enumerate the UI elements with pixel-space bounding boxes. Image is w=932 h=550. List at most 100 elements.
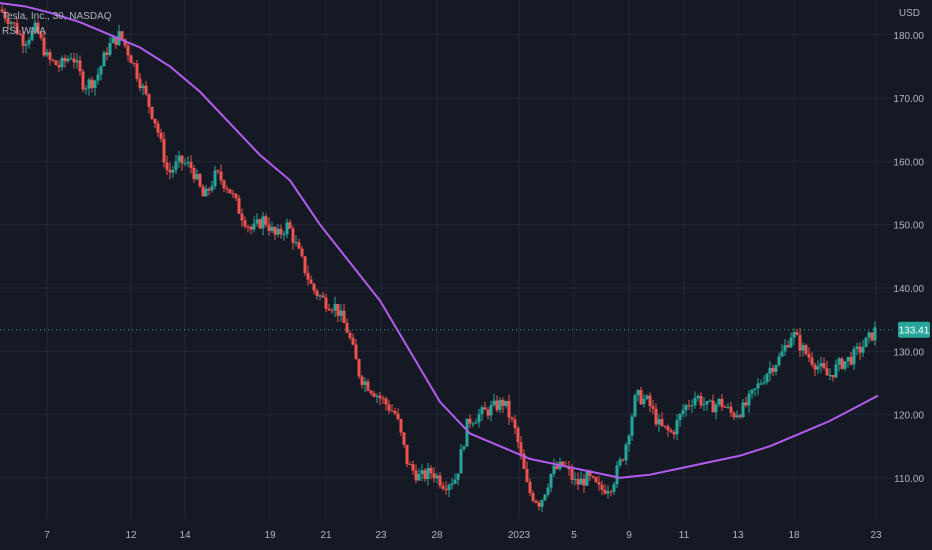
candle-body <box>192 167 196 180</box>
candle-body <box>153 118 157 124</box>
price-tick-label: 110.00 <box>894 474 924 485</box>
candle-body <box>681 410 685 415</box>
candle-body <box>753 388 757 390</box>
time-tick-label[interactable]: 19 <box>264 530 276 541</box>
candle-body <box>150 106 154 119</box>
time-tick-label[interactable]: 9 <box>626 530 632 541</box>
time-tick-label[interactable]: 5 <box>571 530 577 541</box>
candle-body <box>708 400 712 402</box>
candle-body <box>723 406 727 408</box>
candle-body <box>33 22 37 31</box>
candle-body <box>387 404 391 411</box>
candle-body <box>339 310 343 316</box>
candle-body <box>321 295 325 298</box>
candle-body <box>660 419 664 426</box>
candle-body <box>411 464 415 471</box>
candle-body <box>162 138 166 163</box>
candle-body <box>651 405 655 409</box>
candle-body <box>147 94 151 107</box>
candle-body <box>804 345 808 354</box>
time-tick-label[interactable]: 28 <box>431 530 443 541</box>
candle-body <box>720 398 724 407</box>
time-tick-label[interactable]: 7 <box>44 530 50 541</box>
candle-body <box>18 33 22 35</box>
currency-label: USD <box>899 8 920 19</box>
candle-body <box>63 58 67 62</box>
candle-body <box>786 345 790 348</box>
candle-body <box>273 226 277 235</box>
candle-body <box>717 398 721 405</box>
candle-body <box>414 470 418 481</box>
candle-body <box>171 169 175 173</box>
candle-body <box>561 461 565 466</box>
candle-body <box>129 55 133 64</box>
candle-body <box>177 155 181 162</box>
candle-body <box>528 481 532 494</box>
candle-body <box>693 397 697 406</box>
candle-body <box>738 415 742 417</box>
candle-body <box>354 344 358 360</box>
candle-body <box>462 446 466 449</box>
candle-body <box>234 193 238 199</box>
candle-body <box>780 351 784 357</box>
candle-body <box>465 418 469 447</box>
candle-body <box>270 226 274 232</box>
time-tick-label[interactable]: 11 <box>679 530 690 541</box>
candle-body <box>504 400 508 406</box>
candle-body <box>507 400 511 418</box>
candle-body <box>279 228 283 235</box>
candle-body <box>144 85 148 95</box>
time-tick-label[interactable]: 2023 <box>508 530 531 541</box>
candle-body <box>639 390 643 405</box>
candle-body <box>54 60 58 66</box>
candle-body <box>513 419 517 429</box>
candle-body <box>120 31 124 40</box>
candle-body <box>402 432 406 445</box>
candle-body <box>249 226 253 230</box>
price-tick-label: 160.00 <box>893 157 924 168</box>
candle-body <box>603 489 607 494</box>
time-tick-label[interactable]: 23 <box>375 530 387 541</box>
candle-body <box>726 406 730 408</box>
candle-body <box>429 467 433 474</box>
candle-body <box>156 123 160 133</box>
candle-body <box>408 463 412 465</box>
candle-body <box>372 393 376 397</box>
candle-body <box>393 410 397 414</box>
time-tick-label[interactable]: 13 <box>732 530 744 541</box>
candle-body <box>471 423 475 425</box>
candle-body <box>27 40 31 45</box>
candle-body <box>396 413 400 420</box>
time-tick-label[interactable]: 21 <box>320 530 332 541</box>
candle-body <box>456 473 460 480</box>
candle-body <box>294 242 298 244</box>
time-tick-label[interactable]: 18 <box>788 530 800 541</box>
candle-body <box>687 405 691 407</box>
time-tick-label[interactable]: 23 <box>870 530 882 541</box>
indicator-label[interactable]: RSI WMA <box>2 26 46 37</box>
symbol-title[interactable]: Tesla, Inc., 30, NASDAQ <box>2 11 112 22</box>
candle-body <box>96 74 100 81</box>
candle-body <box>654 408 658 425</box>
time-tick-label[interactable]: 14 <box>179 530 191 541</box>
candle-body <box>690 405 694 407</box>
candle-body <box>288 222 292 229</box>
candle-body <box>762 382 766 384</box>
time-tick-label[interactable]: 12 <box>125 530 137 541</box>
candle-body <box>837 358 841 365</box>
candle-body <box>855 346 859 349</box>
candle-body <box>831 375 835 378</box>
candle-body <box>333 304 337 311</box>
candle-body <box>432 473 436 479</box>
candle-body <box>546 487 550 495</box>
candle-body <box>243 220 247 227</box>
candle-body <box>228 189 232 194</box>
candle-body <box>594 477 598 483</box>
candle-body <box>183 163 187 165</box>
candle-body <box>216 170 220 172</box>
price-tick-label: 150.00 <box>893 221 924 232</box>
candle-body <box>774 365 778 372</box>
candle-body <box>699 395 703 406</box>
